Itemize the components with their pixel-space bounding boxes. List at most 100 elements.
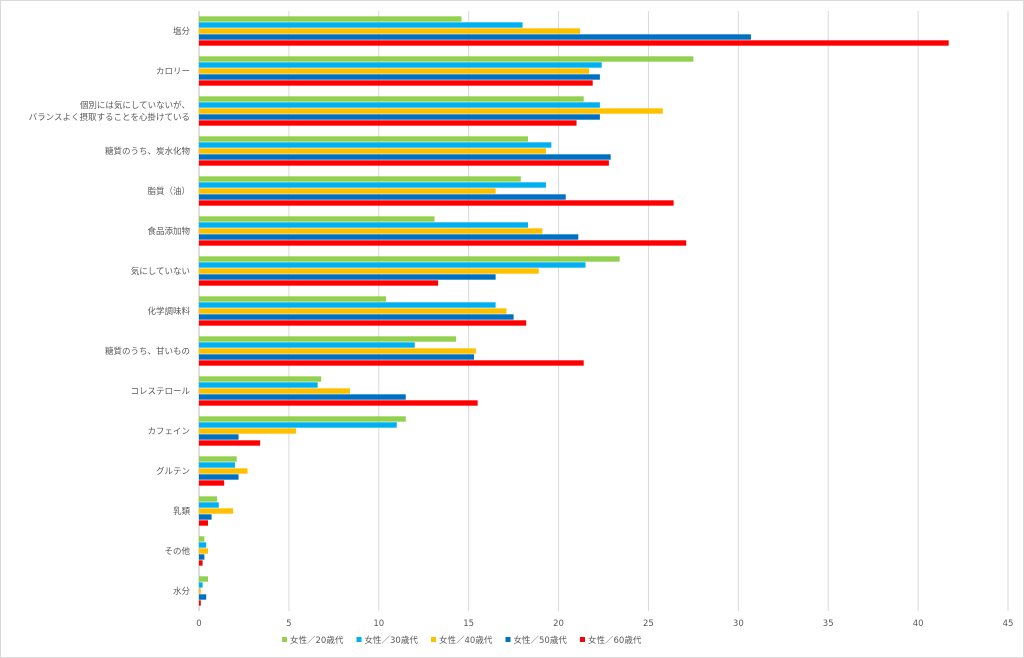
bar (199, 22, 523, 28)
bar (199, 216, 435, 222)
legend-swatch (356, 637, 362, 642)
x-tick-label: 15 (463, 619, 474, 629)
bar (199, 434, 239, 440)
bar (199, 74, 600, 80)
bar (199, 28, 581, 34)
bar (199, 80, 593, 86)
bar (199, 560, 203, 566)
legend-label: 女性／40歳代 (439, 635, 493, 646)
bar (199, 416, 406, 422)
bar (199, 222, 528, 228)
bar (199, 502, 219, 508)
bar (199, 394, 406, 400)
bar (199, 388, 351, 394)
bar (199, 34, 751, 40)
x-tick-label: 5 (286, 619, 291, 629)
bar (199, 554, 205, 560)
bar (199, 422, 397, 428)
category-label: 気にしていない (131, 266, 190, 277)
category-label: カロリー (156, 67, 190, 77)
legend-label: 女性／20歳代 (290, 635, 344, 646)
bar (199, 68, 590, 74)
category-label: 食品添加物 (147, 226, 190, 237)
bar (199, 234, 579, 240)
bar (199, 520, 208, 526)
bar (199, 40, 949, 46)
bar (199, 188, 496, 194)
x-tick-labels: 0 5 10 15 20 25 30 35 40 45 (196, 619, 1013, 629)
bar (199, 320, 527, 326)
x-tick-label: 35 (823, 619, 834, 629)
category-label: カフェイン (147, 427, 190, 437)
bar (199, 342, 415, 348)
legend-swatch (580, 637, 585, 642)
category-label: 個別には気にしていないが、 (80, 100, 190, 111)
category-label: 糖質のうち、炭水化物 (105, 146, 191, 157)
bar (199, 120, 577, 126)
category-label: 化学調味料 (147, 306, 190, 317)
category-label: その他 (164, 546, 190, 557)
x-tick-label: 40 (913, 619, 924, 629)
legend: 女性／20歳代 女性／30歳代 女性／40歳代 女性／50歳代 女性／60歳代 (282, 635, 642, 646)
x-tick-label: 20 (553, 619, 564, 629)
x-tick-label: 0 (196, 619, 201, 629)
bar (199, 102, 600, 108)
bar (199, 600, 201, 606)
bar (199, 136, 528, 142)
legend-label: 女性／50歳代 (514, 635, 568, 646)
bar (199, 508, 234, 514)
bar (199, 16, 462, 22)
bar (199, 200, 674, 206)
x-tick-label: 10 (373, 619, 384, 629)
bar (199, 314, 514, 320)
bar (199, 302, 496, 308)
category-label: バランスよく摂取することを心掛けている (29, 112, 190, 123)
bar (199, 62, 602, 68)
bar (199, 262, 586, 268)
bar (199, 582, 203, 588)
legend-swatch (505, 637, 511, 642)
category-label: 糖質のうち、甘いもの (105, 346, 190, 357)
bar (199, 480, 225, 486)
bar (199, 400, 478, 406)
category-label: グルテン (156, 466, 190, 477)
bar (199, 240, 687, 246)
bar (199, 594, 207, 600)
bar (199, 268, 539, 274)
bar (199, 142, 552, 148)
bar (199, 474, 239, 480)
category-label: 水分 (173, 586, 191, 597)
bars (199, 16, 949, 606)
bar (199, 182, 546, 188)
legend-swatch (431, 637, 436, 642)
bar (199, 194, 566, 200)
bar (199, 56, 694, 62)
bar (199, 428, 297, 434)
bar (199, 354, 475, 360)
bar (199, 176, 521, 182)
bar (199, 440, 261, 446)
bar (199, 536, 205, 542)
bar (199, 296, 386, 302)
bar (199, 308, 507, 314)
category-labels: 塩分カロリー個別には気にしていないが、バランスよく摂取することを心掛けている糖質… (29, 26, 191, 597)
bar (199, 96, 584, 102)
bar (199, 274, 496, 280)
bar (199, 360, 584, 366)
bar (199, 462, 235, 468)
bar (199, 148, 546, 154)
x-tick-label: 30 (733, 619, 744, 629)
bar (199, 114, 600, 120)
bar (199, 514, 212, 520)
bar (199, 542, 207, 548)
bar (199, 496, 217, 502)
bar (199, 468, 248, 474)
legend-label: 女性／30歳代 (365, 635, 419, 646)
bar (199, 108, 663, 114)
x-tick-label: 45 (1003, 619, 1014, 629)
category-label: 乳類 (173, 506, 191, 517)
category-label: 塩分 (173, 26, 191, 37)
bar (199, 280, 439, 286)
bar (199, 376, 322, 382)
